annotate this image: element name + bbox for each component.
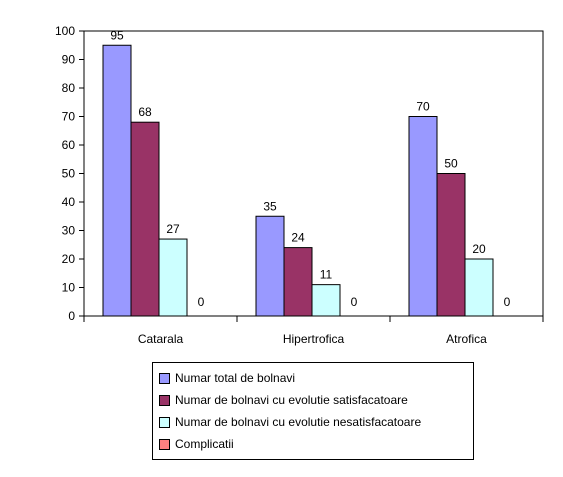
data-label: 35 (263, 199, 277, 213)
y-tick-label: 90 (62, 53, 76, 67)
data-label: 50 (444, 157, 458, 171)
y-tick-label: 80 (62, 81, 76, 95)
data-label: 11 (320, 268, 333, 282)
bar (283, 247, 313, 317)
legend-label: Numar de bolnavi cu evolutie satisfacato… (175, 393, 408, 407)
bar (102, 44, 132, 317)
y-tick-label: 60 (62, 138, 76, 152)
legend-label: Complicatii (175, 437, 234, 451)
bar (311, 284, 341, 317)
legend-swatch-complications (159, 438, 170, 450)
legend-item: Numar de bolnavi cu evolutie nesatisfaca… (159, 411, 467, 433)
legend: Numar total de bolnavi Numar de bolnavi … (152, 362, 474, 460)
data-label: 0 (351, 295, 358, 309)
data-label: 20 (472, 242, 486, 256)
legend-swatch-satisfactory (159, 394, 170, 406)
legend-label: Numar total de bolnavi (175, 371, 296, 385)
data-label: 27 (166, 222, 180, 236)
bar (408, 116, 438, 317)
bar (436, 173, 466, 317)
data-label: 68 (138, 105, 152, 119)
data-label: 70 (416, 100, 430, 114)
y-tick-label: 70 (62, 110, 76, 124)
y-tick-label: 0 (68, 309, 75, 323)
y-tick-label: 100 (55, 24, 75, 38)
legend-swatch-unsatisfactory (159, 416, 170, 428)
legend-item: Complicatii (159, 433, 467, 455)
y-tick-label: 10 (62, 281, 76, 295)
legend-label: Numar de bolnavi cu evolutie nesatisfaca… (175, 415, 422, 429)
legend-swatch-total (159, 372, 170, 384)
bar (158, 238, 188, 317)
y-tick-label: 50 (62, 167, 76, 181)
y-tick-label: 40 (62, 195, 76, 209)
data-label: 0 (504, 295, 511, 309)
x-tick-label: Catarala (138, 332, 184, 346)
legend-item: Numar de bolnavi cu evolutie satisfacato… (159, 389, 467, 411)
y-tick-label: 30 (62, 224, 76, 238)
data-label: 0 (198, 295, 205, 309)
bar (255, 215, 285, 317)
x-tick-label: Atrofica (446, 332, 487, 346)
legend-item: Numar total de bolnavi (159, 367, 467, 389)
data-label: 95 (110, 28, 124, 42)
y-tick-label: 20 (62, 252, 76, 266)
bar (130, 121, 160, 317)
data-label: 24 (291, 231, 305, 245)
x-tick-label: Hipertrofica (283, 332, 345, 346)
bar (464, 258, 494, 317)
